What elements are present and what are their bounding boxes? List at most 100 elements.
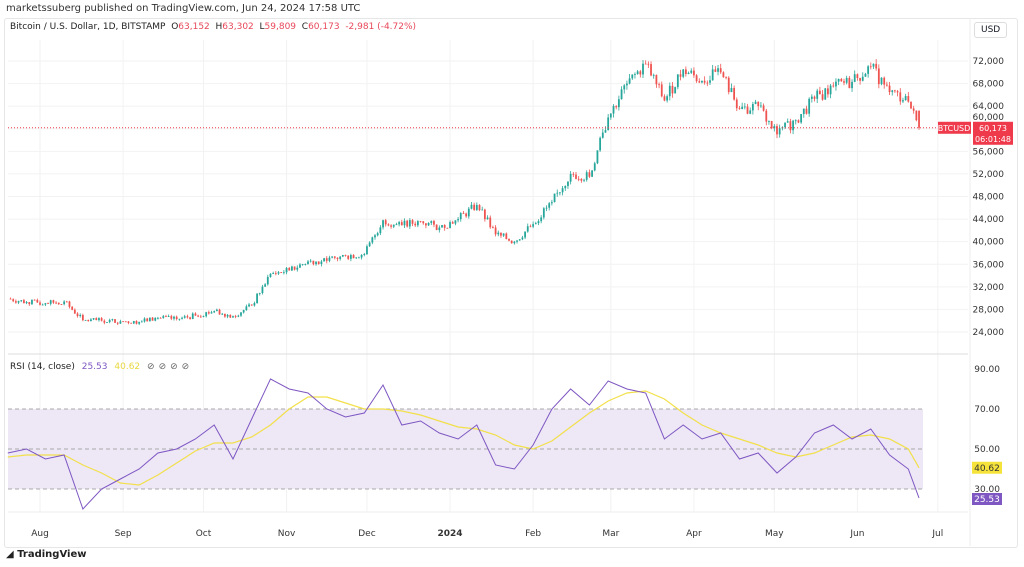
candle-body [601, 132, 604, 138]
candle-body [813, 96, 816, 99]
candle-body [215, 309, 218, 312]
low-label: L [259, 22, 265, 32]
close-label: C [301, 22, 309, 32]
candle-body [738, 108, 741, 110]
candle-body [392, 224, 395, 227]
candle-body [749, 110, 752, 114]
candle-body [615, 105, 618, 108]
candle-body [242, 310, 245, 313]
candle-body [494, 227, 497, 235]
candle-body [894, 90, 896, 92]
candle-body [159, 317, 162, 319]
candle-body [912, 108, 915, 111]
candle-body [95, 318, 98, 321]
price-tick-label: 40,000 [973, 238, 1005, 248]
currency-button[interactable]: USD [974, 22, 1008, 38]
candle-body [264, 284, 267, 287]
candle-body [376, 233, 379, 236]
open-label: O [171, 22, 179, 32]
candle-body [585, 172, 588, 180]
candle-body [250, 304, 253, 306]
candle-body [135, 321, 138, 324]
candle-body [687, 72, 690, 74]
candle-body [757, 101, 760, 107]
candle-body [588, 172, 591, 177]
candle-body [307, 261, 309, 265]
candle-body [451, 222, 454, 224]
candle-body [851, 81, 853, 89]
candle-body [768, 120, 770, 122]
candle-body [880, 77, 883, 85]
candle-body [347, 255, 350, 259]
candle-body [108, 319, 111, 323]
candle-body [577, 178, 580, 180]
price-tick-label: 60,000 [973, 113, 1005, 123]
visibility-icon[interactable]: ⊘ [181, 362, 190, 372]
candle-body [612, 105, 615, 114]
candle-body [861, 76, 864, 81]
candle-body [253, 303, 256, 306]
visibility-icon[interactable]: ⊘ [170, 362, 178, 372]
candle-body [63, 301, 66, 305]
candle-body [676, 74, 679, 88]
candle-body [266, 276, 269, 285]
price-tick-label: 24,000 [973, 328, 1005, 338]
candle-body [28, 302, 31, 305]
x-tick-label: 2024 [438, 529, 463, 539]
candle-body [256, 293, 258, 304]
candle-body [915, 110, 918, 121]
candle-body [789, 121, 792, 131]
candle-body [481, 209, 484, 211]
candle-body [537, 221, 540, 224]
candle-body [301, 264, 304, 266]
candle-body [518, 239, 521, 241]
candle-body [818, 90, 821, 95]
rsi-tick-label: 90.00 [974, 365, 1000, 375]
candle-body [229, 314, 232, 318]
candle-body [333, 256, 336, 258]
rsi-line [7, 378, 920, 510]
candle-body [663, 96, 666, 101]
candle-body [358, 257, 360, 259]
candle-body [323, 258, 325, 262]
visibility-icon[interactable]: ⊘ [158, 362, 167, 372]
candle-body [438, 227, 441, 231]
candle-body [261, 286, 264, 294]
candle-body [73, 309, 76, 314]
x-tick-label: Apr [686, 529, 702, 539]
rsi-legend: RSI (14, close) 25.53 40.62 ⊘ ⊘ ⊘ ⊘ [10, 362, 189, 372]
candle-body [711, 69, 714, 81]
candle-body [631, 74, 634, 79]
candle-body [725, 77, 727, 79]
visibility-icon[interactable]: ⊘ [147, 362, 155, 372]
rsi-tick-label: 50.00 [974, 445, 1000, 455]
candle-body [296, 267, 299, 270]
candle-body [427, 222, 430, 226]
footer-brand[interactable]: ◢ TradingView [6, 549, 86, 560]
candle-body [545, 207, 548, 209]
candle-body [666, 96, 669, 101]
candle-body [773, 126, 776, 129]
candle-body [106, 322, 108, 323]
candle-body [240, 312, 242, 316]
candle-body [341, 254, 344, 257]
candle-body [205, 312, 208, 317]
candle-body [684, 69, 687, 74]
candle-body [489, 217, 492, 228]
candle-body [722, 72, 725, 78]
candle-body [384, 220, 387, 225]
candle-body [122, 321, 124, 323]
candle-body [567, 181, 569, 187]
candle-body [213, 311, 216, 313]
candle-body [339, 256, 342, 259]
candle-body [304, 264, 307, 265]
candle-body [794, 120, 797, 122]
symbol-tag-bg [938, 121, 971, 134]
candle-body [856, 74, 859, 79]
rsi-value-tag-bg [972, 493, 1002, 505]
candle-body [245, 306, 248, 311]
candle-body [127, 321, 130, 323]
candle-body [382, 220, 384, 228]
candle-body [146, 318, 149, 322]
